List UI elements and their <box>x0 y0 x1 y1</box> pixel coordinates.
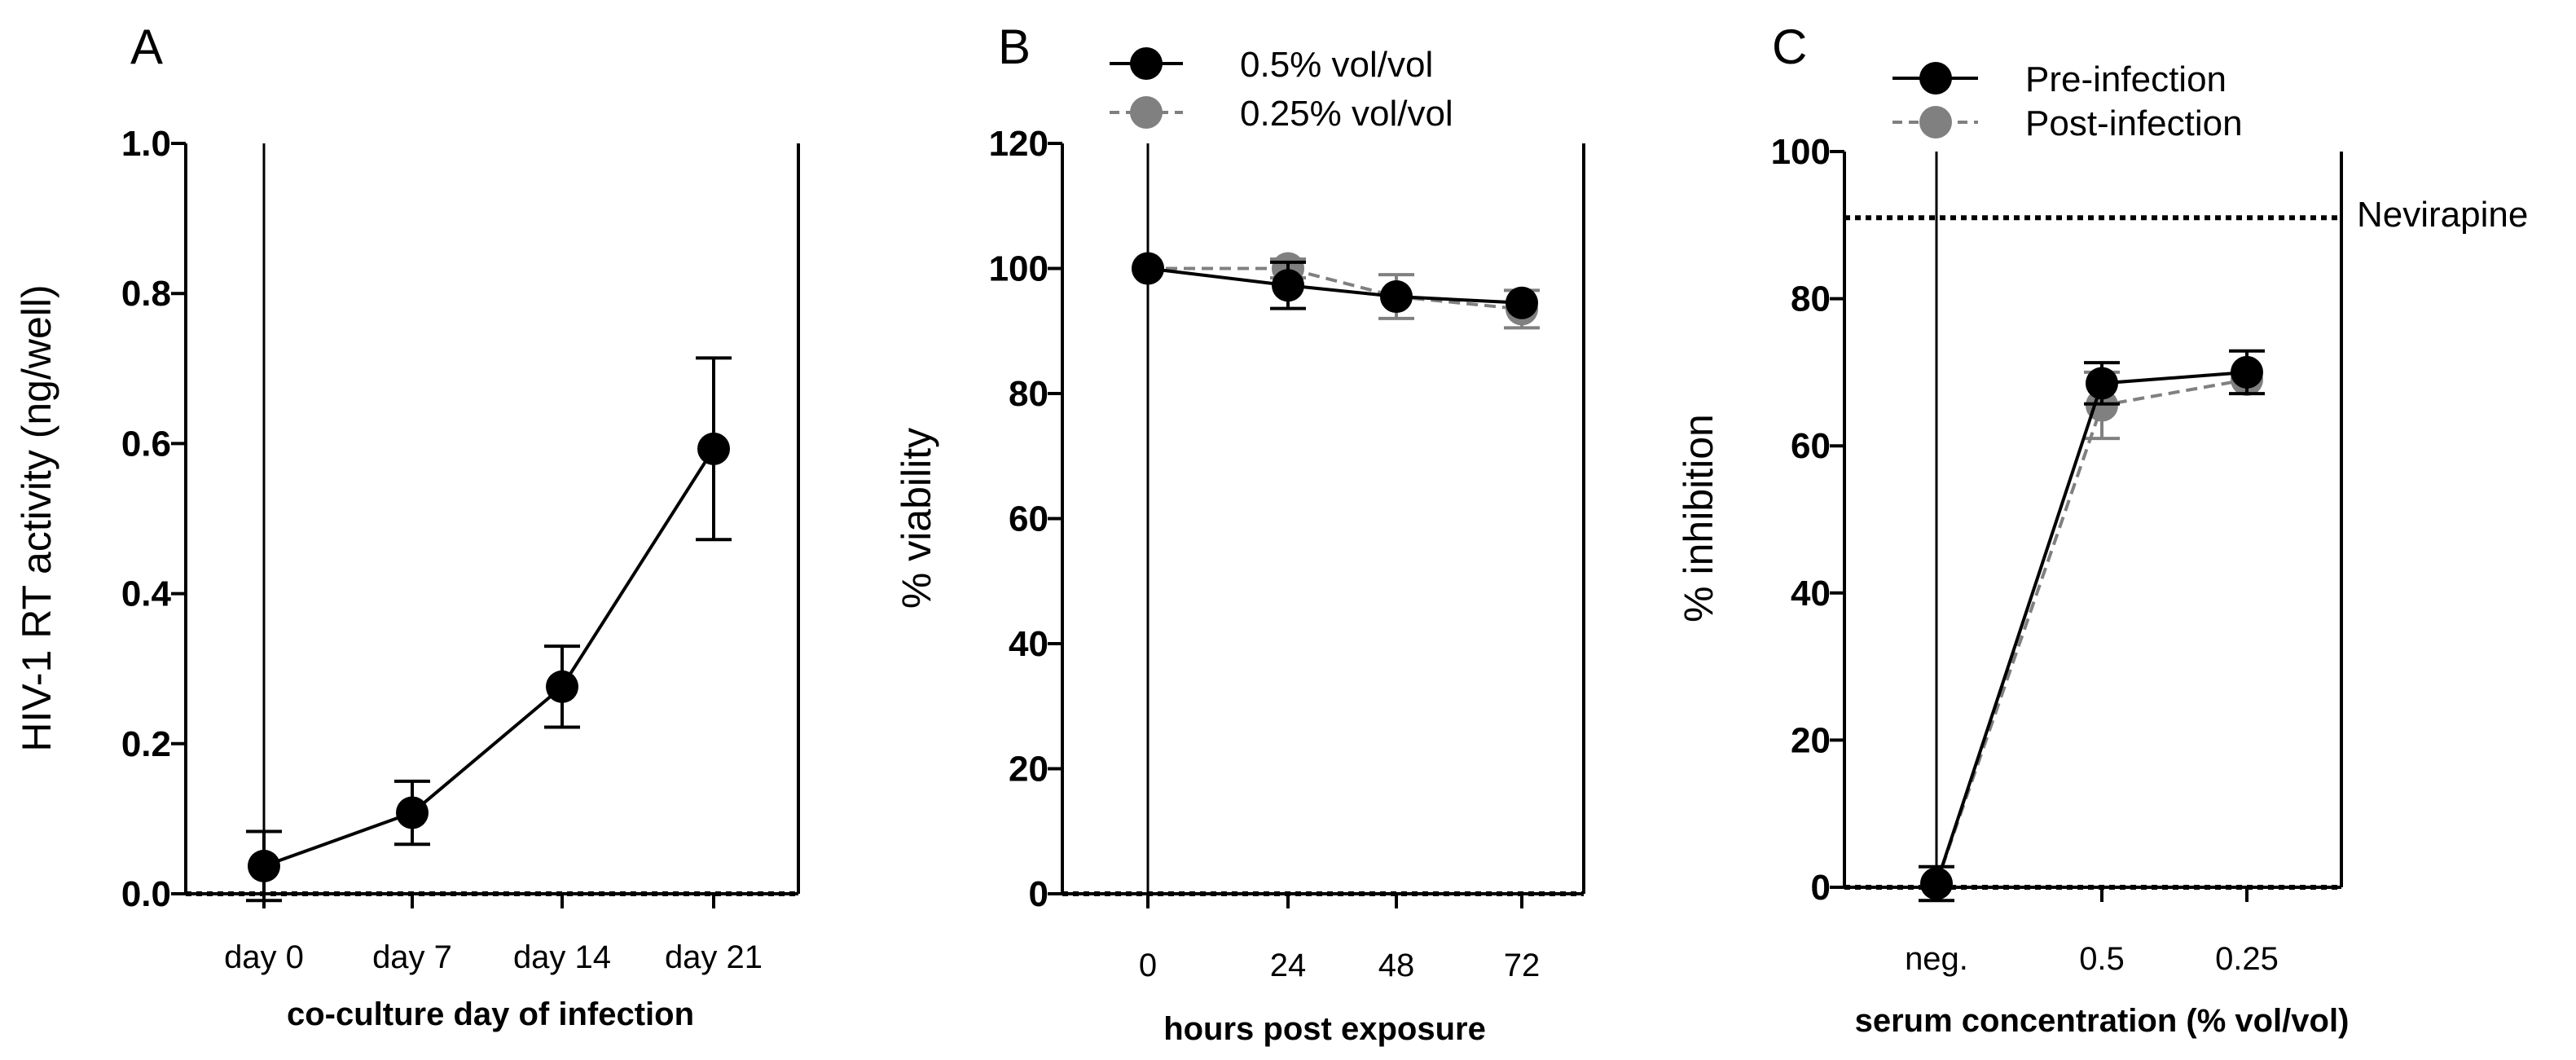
x-tick-label: 0.25 <box>2215 941 2279 977</box>
legend-c-label-0: Pre-infection <box>2025 59 2227 99</box>
panel-b-letter: B <box>998 20 1031 74</box>
y-tick-label: 0.8 <box>121 274 171 314</box>
panel-c-x-label: serum concentration (% vol/vol) <box>1855 1003 2350 1039</box>
series-line <box>1935 370 2248 885</box>
panel-b-series <box>1132 252 1540 330</box>
data-point <box>1920 867 1953 900</box>
y-tick-label: 20 <box>1009 750 1048 790</box>
data-point <box>396 796 429 829</box>
legend-c-marker-0 <box>1919 62 1952 95</box>
panel-c-series <box>1919 349 2265 903</box>
y-tick-label: 0 <box>1811 868 1831 908</box>
y-tick-label: 20 <box>1791 720 1831 760</box>
y-tick-label: 0.2 <box>121 724 171 764</box>
panel-a-x-ticks: day 0 day 7 day 14 day 21 <box>224 894 763 975</box>
data-point <box>1506 286 1538 319</box>
data-point <box>697 432 730 465</box>
y-tick-label: 60 <box>1791 426 1831 466</box>
y-tick-label: 80 <box>1791 279 1831 319</box>
panel-c-letter: C <box>1772 20 1807 74</box>
x-tick-label: neg. <box>1905 941 1968 977</box>
y-tick-label: 0.4 <box>121 574 172 614</box>
data-point <box>546 670 578 703</box>
x-tick-label: 48 <box>1378 948 1415 983</box>
panel-a-y-label: HIV-1 RT activity (ng/well) <box>14 284 59 751</box>
y-tick-label: 100 <box>1771 132 1831 172</box>
y-tick-label: 0.0 <box>121 874 171 914</box>
panel-b: B 0 20 40 60 80 100 120 0 24 48 72 % viability ho… <box>894 20 1585 1047</box>
x-tick-label: 0.5 <box>2079 941 2125 977</box>
series-line <box>1147 266 1523 305</box>
series-line <box>1935 377 2248 885</box>
x-tick-label: day 21 <box>665 939 763 975</box>
panel-a-y-ticks: 0.0 0.2 0.4 0.6 0.8 1.0 <box>121 124 186 914</box>
legend-b-label-0: 0.5% vol/vol <box>1240 45 1433 85</box>
panel-a-x-label: co-culture day of infection <box>287 996 694 1032</box>
data-point <box>2231 355 2263 389</box>
legend-b-marker-0 <box>1130 47 1163 80</box>
legend-b-marker-1 <box>1130 96 1163 129</box>
x-tick-label: 72 <box>1504 948 1541 983</box>
y-tick-label: 0.6 <box>121 424 171 464</box>
x-tick-label: day 14 <box>513 939 611 975</box>
panel-b-y-ticks: 0 20 40 60 80 100 120 <box>989 124 1062 914</box>
data-point <box>2086 367 2118 400</box>
panel-b-legend: 0.5% vol/vol 0.25% vol/vol <box>1110 45 1453 134</box>
y-tick-label: 100 <box>989 249 1048 289</box>
x-tick-label: day 0 <box>224 939 304 975</box>
panel-c-legend: Pre-infection Post-infection <box>1892 59 2243 143</box>
panel-a: A 0.00.20.40.60.81.0 day 0 day 7 day 14 day… <box>14 20 800 1032</box>
panel-c-x-ticks: neg. 0.5 0.25 <box>1905 887 2279 977</box>
y-tick-label: 1.0 <box>121 124 171 164</box>
data-point <box>1272 269 1304 302</box>
series-line <box>263 447 715 868</box>
y-tick-label: 80 <box>1009 374 1048 414</box>
data-point <box>248 849 280 882</box>
panel-c-reference-lines <box>1844 215 2341 890</box>
panel-c-y-label: % inhibition <box>1676 414 1721 622</box>
panel-b-x-ticks: 0 24 48 72 <box>1139 894 1540 983</box>
panel-c-y-ticks: 0 20 40 60 80 100 <box>1771 132 1844 908</box>
legend-c-label-1: Post-infection <box>2025 103 2243 143</box>
x-tick-label: 24 <box>1270 948 1307 983</box>
x-tick-label: day 7 <box>372 939 452 975</box>
x-tick-label: 0 <box>1139 948 1157 983</box>
y-tick-label: 60 <box>1009 499 1048 539</box>
y-tick-label: 40 <box>1009 624 1048 664</box>
data-point <box>1132 252 1164 285</box>
panel-a-letter: A <box>130 20 163 74</box>
panel-b-x-label: hours post exposure <box>1163 1011 1486 1047</box>
panel-b-y-label: % viability <box>894 428 939 609</box>
y-tick-label: 40 <box>1791 574 1831 614</box>
y-tick-label: 0 <box>1029 874 1048 914</box>
nevirapine-label: Nevirapine <box>2357 195 2528 235</box>
legend-c-marker-1 <box>1919 106 1952 139</box>
series-line <box>1148 266 1523 311</box>
data-point <box>1380 280 1413 314</box>
panel-a-series <box>246 356 732 903</box>
y-tick-label: 120 <box>989 124 1048 164</box>
legend-b-label-1: 0.25% vol/vol <box>1240 94 1453 134</box>
